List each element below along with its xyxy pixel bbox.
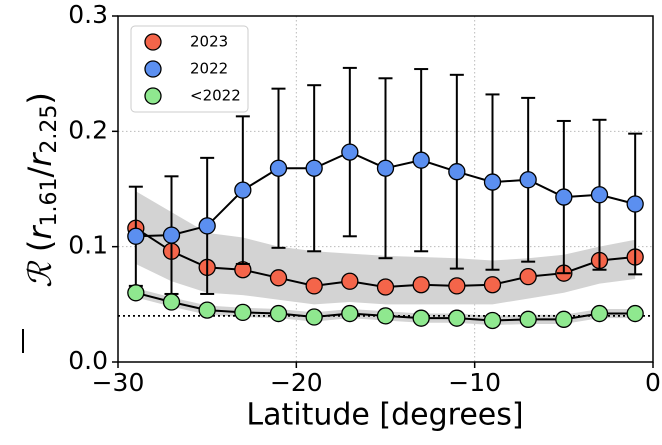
legend-marker <box>144 33 162 51</box>
point <box>269 269 288 287</box>
point <box>234 181 252 199</box>
point <box>376 159 395 177</box>
point <box>483 173 502 191</box>
point <box>448 277 466 295</box>
point <box>519 171 537 189</box>
point <box>127 227 145 245</box>
y-label-part: r <box>21 225 59 240</box>
y-label-symbol: ℛ <box>21 260 59 288</box>
point <box>234 303 252 322</box>
legend-box <box>130 25 249 113</box>
legend-label: 2022 <box>190 60 228 78</box>
point <box>198 217 216 235</box>
y-tick-label: 0.2 <box>68 115 108 144</box>
x-tick-label: 0 <box>645 368 661 397</box>
point <box>519 268 537 286</box>
y-label-part: / <box>21 167 59 178</box>
point <box>412 151 430 169</box>
y-label-part: 2.25 <box>37 105 62 154</box>
point <box>519 310 537 328</box>
y-label-part: r <box>21 152 59 167</box>
legend-marker <box>144 87 162 105</box>
legend-marker <box>144 60 162 78</box>
x-tick-label: −10 <box>448 368 501 397</box>
y-axis-label: ℛ (r1.61/r2.25) <box>21 92 63 353</box>
point <box>483 276 502 294</box>
point <box>305 277 323 295</box>
point <box>376 307 395 325</box>
y-label-part: 1.61 <box>37 178 62 227</box>
point <box>412 309 430 327</box>
point <box>448 163 466 181</box>
y-tick-label: 0.0 <box>68 346 108 375</box>
point <box>341 143 359 161</box>
point <box>412 276 430 294</box>
point <box>483 311 502 330</box>
point <box>305 308 323 326</box>
x-axis-label: Latitude [degrees] <box>246 398 523 433</box>
y-tick-label: 0.3 <box>68 0 108 29</box>
y-axis-label-text: ℛ (r1.61/r2.25) <box>21 92 63 288</box>
point <box>269 159 288 177</box>
point <box>341 272 359 290</box>
plot-frame <box>117 15 654 363</box>
y-tick-label: 0.1 <box>68 231 108 260</box>
point <box>448 309 466 327</box>
point <box>626 304 644 323</box>
band <box>135 191 636 305</box>
point <box>341 304 359 323</box>
legend-label: <2022 <box>190 87 241 105</box>
point <box>590 304 609 323</box>
point <box>269 304 288 323</box>
point <box>198 301 216 319</box>
x-tick-label: −30 <box>92 368 145 397</box>
y-label-part: ) <box>21 92 59 104</box>
point <box>127 284 145 302</box>
y-label-part: ( <box>21 240 59 252</box>
point <box>376 278 395 296</box>
legend-label: 2023 <box>190 33 228 51</box>
point <box>162 226 181 244</box>
point <box>590 186 609 204</box>
point <box>555 310 573 328</box>
point <box>162 293 181 311</box>
y-label-space <box>21 252 59 262</box>
point <box>626 195 644 213</box>
point <box>555 188 573 206</box>
x-tick-label: −20 <box>270 368 323 397</box>
point <box>305 159 323 177</box>
band <box>135 288 636 326</box>
